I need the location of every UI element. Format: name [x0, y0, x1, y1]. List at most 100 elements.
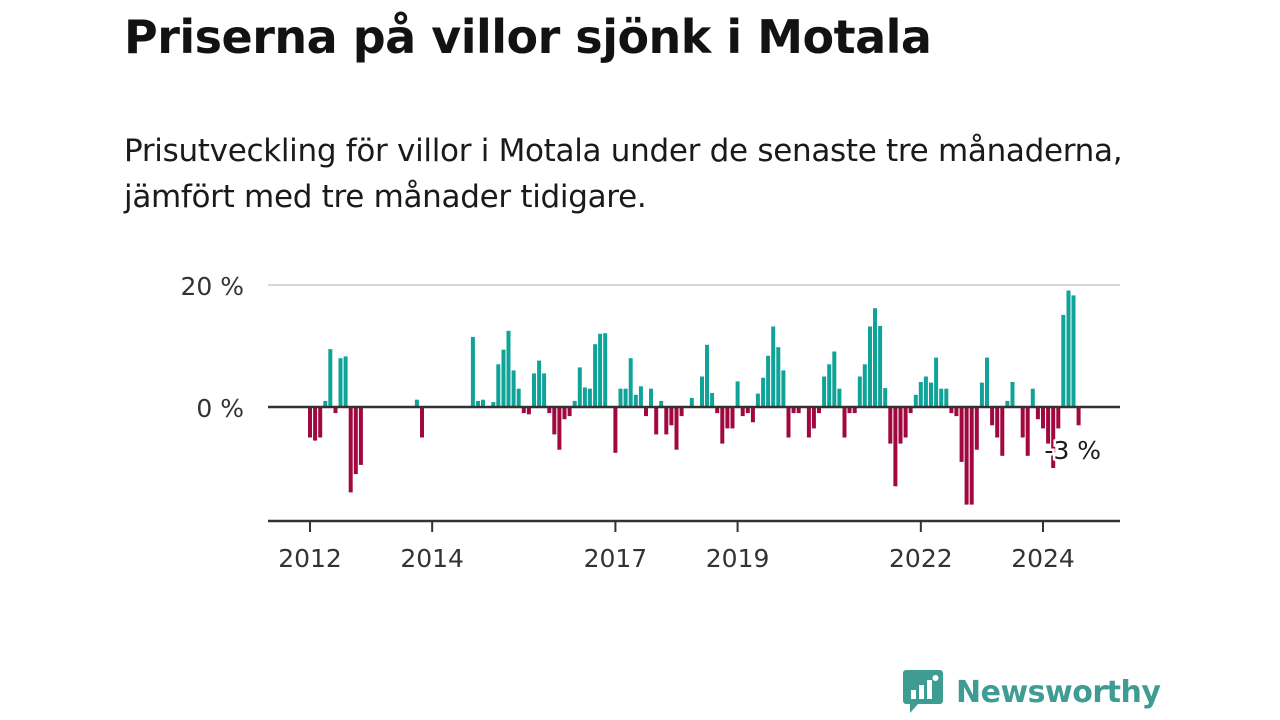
bar — [852, 407, 857, 414]
x-tick-label: 2022 — [889, 544, 953, 573]
x-tick-label: 2012 — [278, 544, 342, 573]
bar — [603, 333, 608, 407]
axis-layer — [268, 405, 1120, 532]
bar — [761, 377, 766, 407]
bar — [735, 381, 740, 407]
bar — [990, 407, 995, 426]
bar — [740, 407, 745, 417]
bar — [476, 400, 480, 407]
bar — [1051, 407, 1056, 468]
bar — [659, 400, 664, 407]
bar — [776, 347, 781, 407]
bar — [358, 407, 363, 465]
bar — [644, 407, 648, 417]
bar — [868, 326, 872, 407]
bar — [308, 407, 312, 438]
bar — [420, 407, 424, 438]
bar — [842, 407, 847, 438]
bar — [582, 387, 587, 407]
bar — [623, 388, 628, 407]
bar — [893, 407, 898, 487]
bar — [817, 407, 821, 414]
bar — [313, 407, 318, 441]
bar — [781, 370, 786, 407]
bar — [939, 388, 944, 407]
bar — [552, 407, 557, 435]
bar — [979, 382, 984, 407]
bar — [567, 407, 572, 417]
bar — [883, 388, 888, 407]
bar — [811, 407, 816, 429]
annotation-label: -3 % — [1044, 436, 1101, 465]
bar — [689, 397, 694, 407]
bar — [516, 388, 521, 407]
newsworthy-logo-icon — [903, 670, 943, 713]
x-tick-label: 2019 — [706, 544, 770, 573]
bar — [348, 407, 353, 493]
y-tick-label: 20 % — [180, 272, 244, 301]
bar — [705, 344, 709, 407]
bar — [577, 367, 582, 407]
bar — [562, 407, 567, 420]
bar — [598, 333, 603, 407]
bar — [929, 382, 933, 407]
bar — [521, 407, 526, 414]
newsworthy-logo-text: Newsworthy — [956, 674, 1161, 710]
bar — [913, 394, 918, 407]
bar — [1071, 295, 1076, 407]
bar — [944, 388, 949, 407]
bar — [669, 407, 674, 426]
newsworthy-logo: Newsworthy — [902, 668, 1161, 716]
bar — [985, 357, 989, 407]
bar — [918, 382, 923, 407]
chart-title: Priserna på villor sjönk i Motala — [124, 10, 932, 64]
bar — [638, 386, 643, 407]
bar — [771, 326, 776, 407]
bar — [862, 364, 867, 407]
bar — [613, 407, 618, 453]
bar — [1010, 382, 1015, 407]
bar — [766, 355, 771, 407]
bar — [1025, 407, 1030, 456]
bar — [898, 407, 903, 444]
bar — [323, 400, 328, 407]
bar — [1005, 400, 1010, 407]
bar — [338, 358, 343, 407]
bar — [496, 364, 501, 407]
bar — [1030, 388, 1035, 407]
bar — [832, 351, 837, 407]
bar — [715, 407, 720, 414]
bar — [857, 376, 862, 407]
bar — [654, 407, 659, 435]
bar — [827, 364, 832, 407]
bar — [903, 407, 908, 438]
bar — [679, 407, 684, 417]
bar — [954, 407, 959, 417]
bar — [557, 407, 562, 450]
bar — [628, 358, 633, 407]
bar — [547, 407, 552, 414]
bar — [791, 407, 796, 414]
bar — [796, 407, 801, 414]
bar — [822, 376, 827, 407]
bar — [1046, 407, 1051, 444]
x-tick-label: 2024 — [1011, 544, 1075, 573]
bar — [1066, 290, 1071, 407]
bar — [481, 399, 485, 407]
bar — [511, 370, 516, 407]
bar — [1020, 407, 1025, 438]
bar — [318, 407, 323, 438]
bar — [888, 407, 893, 444]
bar — [526, 407, 531, 415]
bar — [700, 376, 704, 407]
bar — [470, 336, 475, 407]
y-tick-label: 0 % — [196, 394, 244, 423]
bar — [633, 394, 638, 407]
bar — [1041, 407, 1045, 429]
bar — [995, 407, 1000, 438]
bar — [745, 407, 750, 414]
bar — [878, 325, 883, 407]
bar — [537, 360, 542, 407]
bar — [720, 407, 725, 444]
